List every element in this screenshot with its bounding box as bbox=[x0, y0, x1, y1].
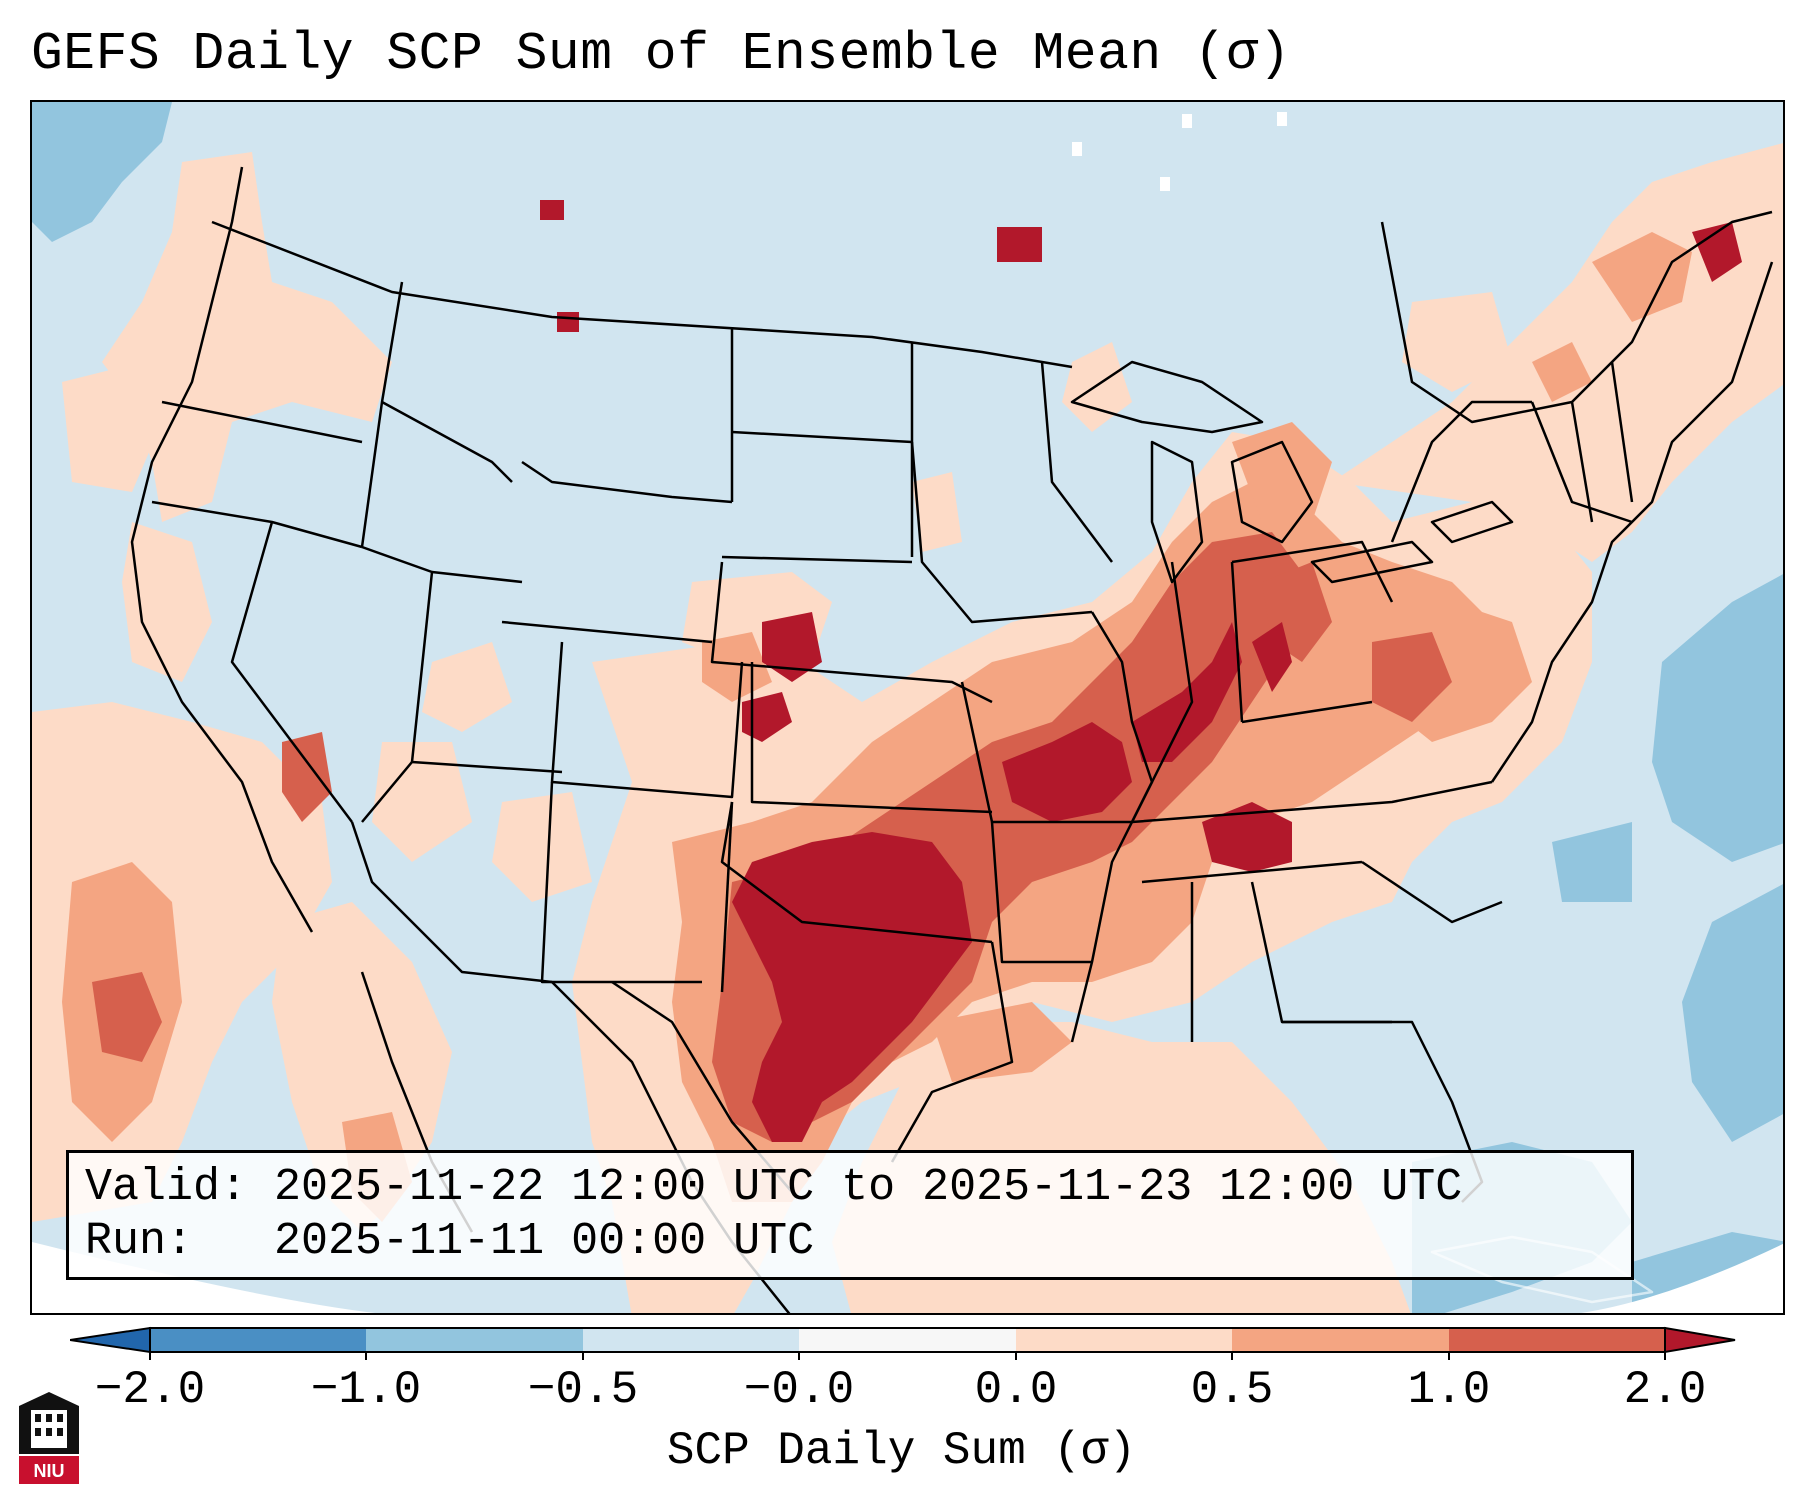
projection-corner-left bbox=[32, 1242, 376, 1313]
colorbar-tick-label: 0.5 bbox=[1190, 1364, 1274, 1416]
valid-time-range: 2025-11-22 12:00 UTC to 2025-11-23 12:00… bbox=[274, 1162, 1463, 1213]
colorbar-tick-label: −2.0 bbox=[94, 1364, 206, 1416]
colorbar-tick-label: −0.5 bbox=[527, 1364, 639, 1416]
state-boundaries bbox=[130, 166, 1774, 1313]
colorbar-segment-2 bbox=[366, 1328, 583, 1352]
colorbar-tick-label: −0.0 bbox=[743, 1364, 855, 1416]
colorbar-label: SCP Daily Sum (σ) bbox=[666, 1425, 1137, 1477]
colorbar-ticks bbox=[149, 1352, 1666, 1360]
map-panel bbox=[30, 100, 1785, 1315]
colorbar-tick-label: 2.0 bbox=[1623, 1364, 1707, 1416]
colorbar bbox=[70, 1326, 1736, 1360]
validity-info-box: Valid: 2025-11-22 12:00 UTC to 2025-11-2… bbox=[66, 1150, 1634, 1280]
missing-data-pixels bbox=[1072, 112, 1287, 191]
colorbar-extend-max bbox=[1664, 1326, 1736, 1354]
niu-logo-icon: NIU bbox=[19, 1392, 79, 1484]
extreme-positive-region bbox=[540, 200, 1742, 1142]
colorbar-segment-7 bbox=[1449, 1328, 1665, 1352]
run-time: 2025-11-11 00:00 UTC bbox=[274, 1216, 815, 1267]
svg-text:NIU: NIU bbox=[34, 1461, 65, 1481]
colorbar-tick-label: 0.0 bbox=[974, 1364, 1058, 1416]
colorbar-outline bbox=[149, 1327, 1666, 1353]
map-canvas bbox=[32, 102, 1783, 1313]
colorbar-tick-label: −1.0 bbox=[310, 1364, 422, 1416]
colorbar-segment-1 bbox=[150, 1328, 366, 1352]
projection-corner-right bbox=[1581, 1243, 1783, 1313]
run-label: Run: bbox=[85, 1216, 194, 1267]
colorbar-segment-6 bbox=[1232, 1328, 1449, 1352]
colorbar-tick-label: 1.0 bbox=[1407, 1364, 1491, 1416]
colorbar-segment-3 bbox=[583, 1328, 799, 1352]
colorbar-segment-4 bbox=[799, 1328, 1016, 1352]
valid-label: Valid: bbox=[85, 1162, 248, 1213]
colorbar-extend-min bbox=[70, 1326, 151, 1354]
colorbar-segment-5 bbox=[1016, 1328, 1232, 1352]
map-title: GEFS Daily SCP Sum of Ensemble Mean (σ) bbox=[31, 24, 1291, 84]
